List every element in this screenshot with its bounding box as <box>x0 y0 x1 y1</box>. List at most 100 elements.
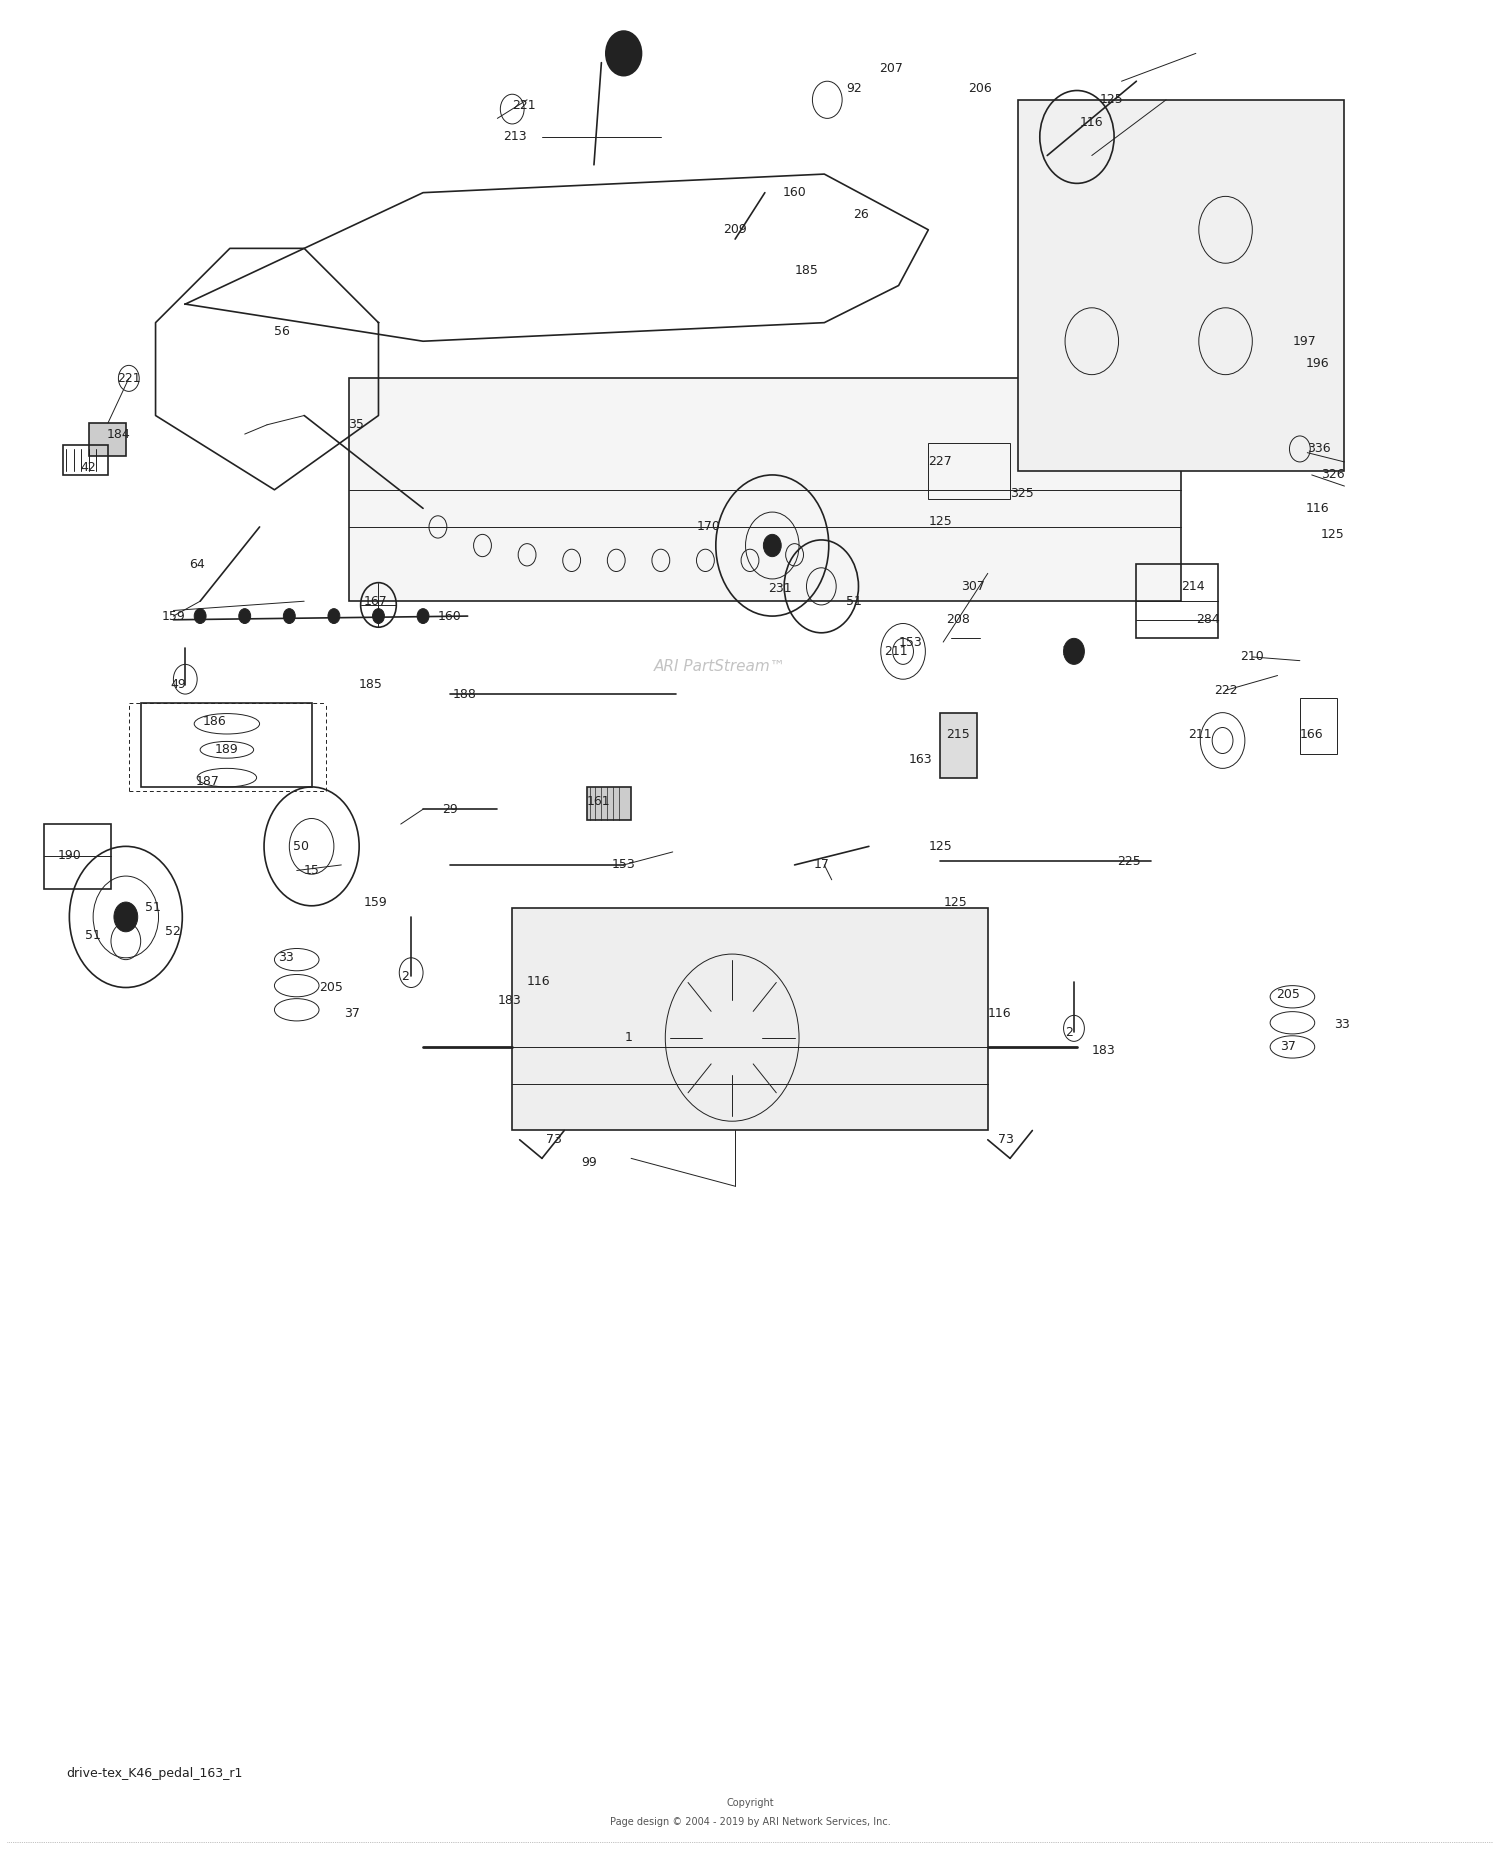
Circle shape <box>114 902 138 932</box>
Bar <box>512 907 988 1130</box>
Text: 208: 208 <box>946 614 970 627</box>
Text: 166: 166 <box>1300 728 1323 741</box>
Text: Copyright: Copyright <box>726 1798 774 1809</box>
Text: 51: 51 <box>144 902 160 915</box>
Text: 64: 64 <box>189 558 206 571</box>
Text: 205: 205 <box>1276 988 1300 1001</box>
Text: 153: 153 <box>612 859 636 872</box>
Text: 37: 37 <box>1280 1040 1296 1053</box>
Bar <box>63 445 108 475</box>
Text: 186: 186 <box>202 715 226 728</box>
Text: 33: 33 <box>1334 1018 1350 1031</box>
Text: 49: 49 <box>170 679 186 690</box>
Text: 51: 51 <box>86 930 100 941</box>
Bar <box>348 378 1180 601</box>
Text: 161: 161 <box>586 795 610 808</box>
Text: 185: 185 <box>795 264 819 277</box>
Circle shape <box>238 608 250 623</box>
Text: 211: 211 <box>884 645 908 659</box>
Text: 116: 116 <box>1306 501 1329 515</box>
Text: 209: 209 <box>723 223 747 236</box>
Text: 211: 211 <box>1188 728 1212 741</box>
Text: 213: 213 <box>504 131 526 144</box>
Text: 37: 37 <box>344 1007 360 1020</box>
Text: 189: 189 <box>214 743 238 756</box>
Text: 159: 159 <box>162 610 186 623</box>
Text: 17: 17 <box>813 859 830 872</box>
Circle shape <box>606 32 642 75</box>
Text: Page design © 2004 - 2019 by ARI Network Services, Inc.: Page design © 2004 - 2019 by ARI Network… <box>609 1817 891 1826</box>
Text: 160: 160 <box>438 610 462 623</box>
Text: drive-tex_K46_pedal_163_r1: drive-tex_K46_pedal_163_r1 <box>66 1768 243 1781</box>
Text: 225: 225 <box>1118 855 1142 868</box>
Text: 125: 125 <box>928 515 952 528</box>
Text: 326: 326 <box>1320 468 1344 481</box>
Text: 125: 125 <box>1100 94 1124 107</box>
Text: 42: 42 <box>81 460 96 473</box>
Text: 159: 159 <box>363 896 387 909</box>
Bar <box>141 703 312 788</box>
Text: 15: 15 <box>303 864 320 877</box>
Text: 196: 196 <box>1306 357 1329 370</box>
Text: 56: 56 <box>274 326 290 339</box>
Text: 51: 51 <box>846 595 862 608</box>
Text: 205: 205 <box>320 980 344 994</box>
Text: 221: 221 <box>513 99 535 112</box>
Text: 160: 160 <box>783 185 807 198</box>
Text: 183: 183 <box>498 994 520 1007</box>
Text: 35: 35 <box>348 419 364 432</box>
Circle shape <box>1064 638 1084 664</box>
Text: 125: 125 <box>944 896 968 909</box>
Text: 73: 73 <box>546 1134 562 1147</box>
Text: 99: 99 <box>582 1156 597 1169</box>
Bar <box>88 423 126 457</box>
Circle shape <box>194 608 206 623</box>
Circle shape <box>328 608 340 623</box>
Text: 167: 167 <box>363 595 387 608</box>
Bar <box>928 443 1010 500</box>
Text: 190: 190 <box>57 849 81 863</box>
Text: 73: 73 <box>998 1134 1014 1147</box>
Text: 2: 2 <box>402 969 410 982</box>
Text: 1: 1 <box>624 1031 632 1044</box>
Bar <box>1300 698 1336 754</box>
Text: 336: 336 <box>1308 442 1330 455</box>
Bar <box>1137 563 1218 638</box>
Bar <box>44 823 111 889</box>
Text: 183: 183 <box>1092 1044 1116 1057</box>
Text: 284: 284 <box>1196 614 1219 627</box>
Text: 125: 125 <box>1062 645 1086 659</box>
Circle shape <box>372 608 384 623</box>
Circle shape <box>417 608 429 623</box>
Text: 207: 207 <box>879 62 903 75</box>
Text: 227: 227 <box>928 455 952 468</box>
Text: 52: 52 <box>165 926 182 937</box>
Text: 215: 215 <box>946 728 970 741</box>
Text: 125: 125 <box>928 840 952 853</box>
Circle shape <box>284 608 296 623</box>
Text: 325: 325 <box>1010 486 1034 500</box>
Text: ARI PartStream™: ARI PartStream™ <box>654 659 786 674</box>
Text: 116: 116 <box>526 975 550 988</box>
Text: 221: 221 <box>117 372 141 385</box>
Text: 214: 214 <box>1180 580 1204 593</box>
Text: 26: 26 <box>853 208 870 221</box>
Text: 33: 33 <box>279 950 294 964</box>
Text: 188: 188 <box>453 687 477 700</box>
Circle shape <box>764 535 782 558</box>
Text: 231: 231 <box>768 582 792 595</box>
Text: 206: 206 <box>969 82 992 95</box>
Text: 125: 125 <box>1320 528 1344 541</box>
Bar <box>586 788 632 819</box>
Text: 116: 116 <box>1080 116 1104 129</box>
Text: 116: 116 <box>988 1007 1011 1020</box>
Text: 92: 92 <box>846 82 862 95</box>
Text: 29: 29 <box>442 803 458 816</box>
Text: 170: 170 <box>696 520 720 533</box>
Bar <box>940 713 978 778</box>
Bar <box>1017 99 1344 471</box>
Text: 153: 153 <box>898 636 922 649</box>
Text: 222: 222 <box>1214 685 1237 696</box>
Text: 187: 187 <box>195 775 219 788</box>
Text: 307: 307 <box>962 580 986 593</box>
